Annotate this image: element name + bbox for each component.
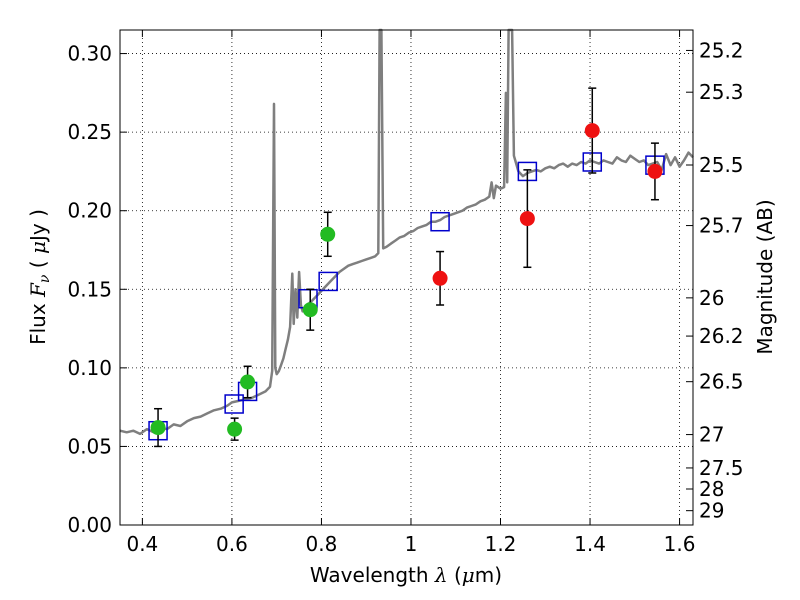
magnitude-tick-label: 29 <box>699 499 724 523</box>
magnitude-tick-label: 26.2 <box>699 324 744 348</box>
plot-frame <box>119 29 694 526</box>
y-axis-label-nu: ν <box>37 274 53 283</box>
green-point <box>240 374 256 390</box>
magnitude-tick-label: 25.3 <box>699 80 744 104</box>
x-tick-label: 0.8 <box>306 532 338 556</box>
y-axis-label-paren: ( <box>26 254 50 275</box>
y-tick-labels: 0.00 0.05 0.10 0.15 0.20 0.25 0.30 <box>67 42 112 537</box>
y-axis-label-unit: Jy ) <box>26 209 50 243</box>
y-tick-label: 0.00 <box>67 513 112 537</box>
green-point <box>302 302 318 318</box>
x-tick-label: 1.4 <box>574 532 606 556</box>
x-tick-label: 1.2 <box>485 532 517 556</box>
y-tick-label: 0.10 <box>67 356 112 380</box>
x-tick-label: 0.4 <box>126 532 158 556</box>
y-axis-label-mu: μ <box>26 241 50 254</box>
y-tick-label: 0.05 <box>67 434 112 458</box>
magnitude-tick-label: 25.5 <box>699 153 744 177</box>
y-axis-label: Flux Fν ( μJy ) <box>26 209 53 345</box>
x-tick-label: 0.6 <box>216 532 248 556</box>
y-axis-label-F: F <box>26 282 50 298</box>
model-square-marker <box>430 211 450 232</box>
red-point <box>647 163 663 179</box>
green-point <box>320 226 336 242</box>
ticks <box>120 30 693 526</box>
magnitude-tick-label: 28 <box>699 477 724 501</box>
model-square-marker <box>224 394 244 414</box>
grid <box>120 30 693 526</box>
x-tick-label: 1.6 <box>664 532 696 556</box>
x-axis-label: Wavelength λ (μm) <box>310 563 502 587</box>
x-tick-label: 1 <box>405 532 418 556</box>
model-square-marker <box>318 271 338 292</box>
x-tick-labels: 0.4 0.6 0.8 1 1.2 1.4 1.6 <box>126 532 695 556</box>
x-axis-label-lambda: λ <box>434 563 448 587</box>
x-axis-label-text: Wavelength <box>310 563 435 587</box>
red-point <box>584 123 600 139</box>
red-point <box>432 270 448 286</box>
magnitude-tick-label: 26.5 <box>699 370 744 394</box>
x-axis-label-paren: ( <box>448 563 462 587</box>
magnitude-tick-label: 27.5 <box>699 456 744 480</box>
magnitude-tick-label: 26 <box>699 286 724 310</box>
y-axis-label-text: Flux <box>26 297 50 345</box>
green-point <box>227 421 243 437</box>
y-tick-label: 0.30 <box>67 42 112 66</box>
y-tick-label: 0.20 <box>67 199 112 223</box>
points-layer <box>148 87 665 448</box>
x-axis-label-unit: m) <box>475 563 502 587</box>
y-tick-label: 0.25 <box>67 120 112 144</box>
magnitude-tick-label: 25.7 <box>699 214 744 238</box>
y-tick-label: 0.15 <box>67 277 112 301</box>
magnitude-tick-label: 27 <box>699 423 724 447</box>
green-point <box>150 420 166 436</box>
magnitude-axis-label: Magnitude (AB) <box>753 199 777 354</box>
red-point <box>519 211 535 227</box>
magnitude-tick-label: 25.2 <box>699 38 744 62</box>
x-axis-label-mu: μ <box>462 563 475 587</box>
